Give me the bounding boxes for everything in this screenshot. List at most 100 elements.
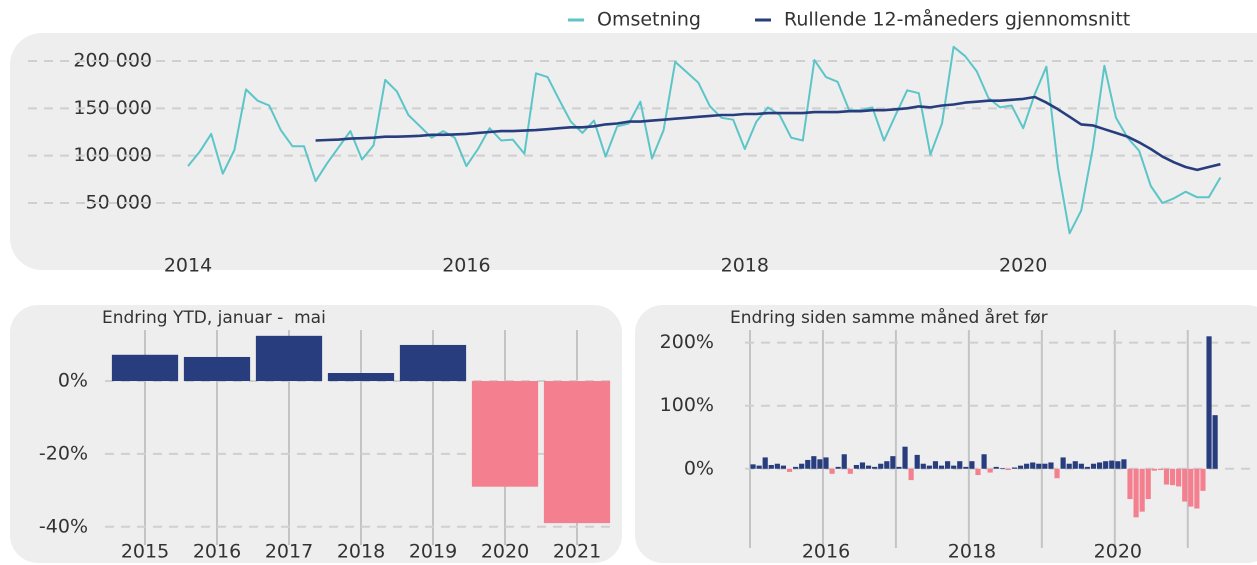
bar xyxy=(1121,459,1127,469)
bar xyxy=(543,381,611,524)
y-tick-label: 0% xyxy=(58,370,88,392)
bar xyxy=(1042,463,1048,469)
bar xyxy=(1145,468,1151,500)
x-tick-label: 2020 xyxy=(1094,541,1142,563)
bar xyxy=(1194,468,1200,509)
bar xyxy=(1060,457,1066,469)
bar xyxy=(1084,466,1091,469)
bar xyxy=(932,461,939,469)
bar xyxy=(1036,463,1042,469)
bar xyxy=(823,457,829,469)
panel xyxy=(10,33,1257,270)
bar xyxy=(786,468,793,472)
x-tick-label: 2018 xyxy=(948,541,996,563)
bar xyxy=(183,356,251,382)
bar xyxy=(327,373,395,382)
bar xyxy=(999,468,1005,469)
bar xyxy=(841,454,847,469)
bar xyxy=(1133,468,1139,518)
x-tick-label: 2016 xyxy=(193,541,241,563)
bar xyxy=(1206,336,1212,469)
bar xyxy=(1048,462,1054,469)
bar xyxy=(750,464,756,469)
bar xyxy=(1188,468,1194,507)
bar xyxy=(878,463,884,469)
y-tick-label: 200% xyxy=(660,331,714,353)
bar xyxy=(835,466,841,469)
x-tick-label: 2017 xyxy=(265,541,313,563)
bar xyxy=(859,462,866,469)
bar xyxy=(399,344,467,382)
bar xyxy=(951,465,957,469)
legend-label: Rullende 12-måneders gjennomsnitt xyxy=(784,8,1130,31)
bar xyxy=(1212,415,1218,469)
bar xyxy=(872,466,878,469)
bar xyxy=(1090,463,1097,469)
bar xyxy=(793,466,799,469)
bar xyxy=(1103,461,1109,469)
y-tick-label: -20% xyxy=(39,442,88,464)
bar xyxy=(768,464,774,469)
bar xyxy=(1011,467,1018,469)
bar xyxy=(1024,463,1030,469)
bar xyxy=(853,464,859,469)
bar xyxy=(1109,460,1115,469)
bar xyxy=(865,465,872,469)
bar xyxy=(1200,468,1206,491)
bar xyxy=(1017,465,1024,469)
x-tick-label: 2020 xyxy=(999,255,1047,277)
bar xyxy=(969,461,975,469)
panel xyxy=(635,305,1257,563)
bar xyxy=(780,465,787,469)
bar xyxy=(963,466,969,469)
bar xyxy=(1163,468,1170,485)
bar xyxy=(896,466,902,469)
x-tick-label: 2021 xyxy=(553,541,601,563)
bar xyxy=(987,468,993,473)
bar xyxy=(1097,462,1103,469)
bar xyxy=(829,468,835,474)
bar xyxy=(926,465,932,469)
bar xyxy=(938,465,945,469)
bar xyxy=(902,446,908,469)
bar xyxy=(890,456,896,469)
bar xyxy=(756,465,762,469)
x-tick-label: 2019 xyxy=(409,541,457,563)
bar xyxy=(1176,468,1182,487)
x-tick-label: 2018 xyxy=(721,255,769,277)
bar xyxy=(914,454,920,469)
bar xyxy=(920,463,926,469)
bar xyxy=(1139,468,1145,512)
y-tick-label: -40% xyxy=(39,515,88,537)
bar xyxy=(1072,461,1078,469)
bar xyxy=(981,454,987,469)
x-tick-label: 2018 xyxy=(337,541,385,563)
bar xyxy=(1115,461,1121,469)
bar xyxy=(805,459,811,469)
bar xyxy=(774,463,780,469)
y-tick-label: 0% xyxy=(684,457,714,479)
bar xyxy=(799,463,805,469)
x-tick-label: 2020 xyxy=(481,541,529,563)
bar xyxy=(945,461,951,469)
bar xyxy=(1127,468,1133,500)
bar xyxy=(1005,468,1011,471)
bar xyxy=(762,457,768,469)
bar xyxy=(957,461,963,469)
y-tick-label: 100% xyxy=(660,394,714,416)
bar xyxy=(1054,468,1060,479)
line xyxy=(187,45,1222,235)
bar xyxy=(1078,463,1084,469)
bar xyxy=(471,381,539,487)
bar xyxy=(1030,462,1036,469)
bar xyxy=(1157,468,1163,471)
bar xyxy=(884,461,890,469)
x-tick-label: 2016 xyxy=(442,255,490,277)
y-tick-label: 50 000 xyxy=(86,192,152,214)
chart-title: Endring YTD, januar - mai xyxy=(102,308,326,328)
bar xyxy=(993,466,999,469)
bar xyxy=(1066,463,1072,469)
bar xyxy=(1151,468,1157,471)
bar xyxy=(1169,468,1176,486)
